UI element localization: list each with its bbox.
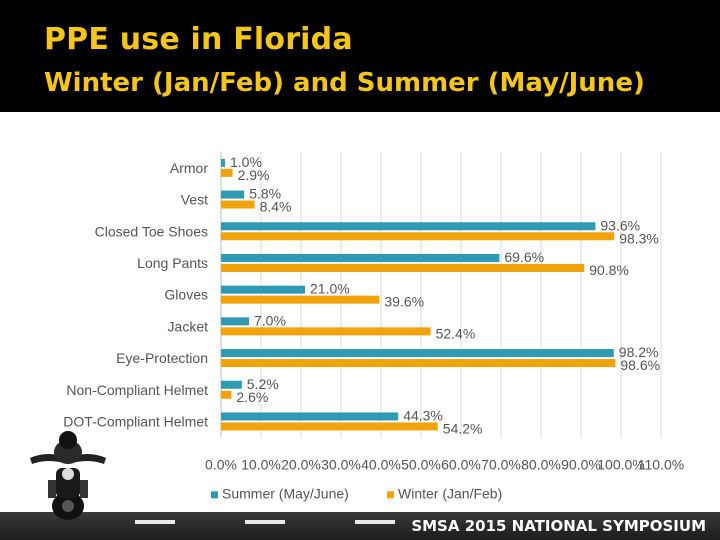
x-tick-label: 30.0%: [321, 456, 361, 472]
x-tick-label: 90.0%: [561, 456, 601, 472]
bar-summer: [221, 190, 245, 199]
title-band: [0, 0, 720, 112]
x-tick-label: 10.0%: [241, 456, 281, 472]
motorcycle-rider-icon: [30, 431, 106, 520]
data-label-summer: 5.8%: [249, 186, 281, 202]
data-label-winter: 39.6%: [384, 294, 424, 310]
road-marking: [355, 520, 395, 524]
bar-summer: [221, 349, 614, 358]
road-marking: [135, 520, 175, 524]
slide-subtitle: Winter (Jan/Feb) and Summer (May/June): [44, 68, 645, 98]
bar-summer: [221, 412, 399, 421]
bar-winter: [221, 168, 233, 177]
data-label-summer: 93.6%: [600, 217, 640, 233]
legend-label-winter: Winter (Jan/Feb): [398, 485, 502, 501]
category-label: DOT-Compliant Helmet: [63, 413, 208, 429]
legend-swatch-winter: [387, 491, 394, 499]
data-label-summer: 1.0%: [230, 154, 262, 170]
data-label-winter: 52.4%: [436, 325, 476, 341]
bar-winter: [221, 327, 431, 336]
bar-summer: [221, 317, 249, 326]
x-tick-label: 60.0%: [441, 456, 481, 472]
road-marking: [245, 520, 285, 524]
category-label: Closed Toe Shoes: [95, 223, 208, 239]
road-strip: [0, 512, 720, 540]
bar-winter: [221, 390, 232, 399]
x-tick-label: 20.0%: [281, 456, 321, 472]
data-label-summer: 69.6%: [504, 249, 544, 265]
x-tick-label: 100.0%: [597, 456, 644, 472]
bar-winter: [221, 422, 438, 431]
data-label-summer: 44.3%: [403, 407, 443, 423]
data-label-winter: 98.6%: [620, 357, 660, 373]
data-label-summer: 98.2%: [619, 344, 659, 360]
bar-summer: [221, 285, 305, 294]
data-label-summer: 21.0%: [310, 281, 350, 297]
bar-summer: [221, 222, 596, 231]
data-label-winter: 8.4%: [260, 199, 292, 215]
data-label-summer: 7.0%: [254, 312, 286, 328]
slide-title: PPE use in Florida: [44, 22, 353, 57]
data-label-summer: 5.2%: [247, 376, 279, 392]
data-label-winter: 90.8%: [589, 262, 629, 278]
x-tick-label: 70.0%: [481, 456, 521, 472]
bar-winter: [221, 295, 380, 304]
legend-label-summer: Summer (May/June): [222, 485, 349, 501]
data-label-winter: 98.3%: [619, 230, 659, 246]
category-label: Long Pants: [137, 255, 208, 271]
legend-swatch-summer: [211, 491, 218, 499]
category-label: Jacket: [168, 318, 209, 334]
footer-label: SMSA 2015 NATIONAL SYMPOSIUM: [411, 517, 706, 535]
x-tick-label: 0.0%: [205, 456, 237, 472]
bar-winter: [221, 200, 255, 209]
category-label: Vest: [181, 192, 208, 208]
category-label: Armor: [170, 160, 208, 176]
category-label: Eye-Protection: [116, 350, 208, 366]
bar-summer: [221, 158, 225, 167]
data-label-winter: 2.6%: [236, 389, 268, 405]
x-tick-label: 40.0%: [361, 456, 401, 472]
x-tick-label: 110.0%: [638, 456, 684, 472]
x-tick-label: 80.0%: [521, 456, 561, 472]
category-label: Gloves: [164, 287, 208, 303]
bar-summer: [221, 253, 500, 262]
bar-winter: [221, 232, 615, 241]
x-tick-label: 50.0%: [401, 456, 441, 472]
bar-winter: [221, 263, 585, 272]
data-label-winter: 54.2%: [443, 420, 483, 436]
bar-chart: 0.0% 10.0% 20.0% 30.0% 40.0% 50.0% 60.0% 70.0% 8…: [63, 152, 684, 501]
data-label-winter: 2.9%: [238, 167, 270, 183]
bar-summer: [221, 380, 242, 389]
bar-winter: [221, 359, 616, 368]
category-label: Non-Compliant Helmet: [66, 382, 208, 398]
